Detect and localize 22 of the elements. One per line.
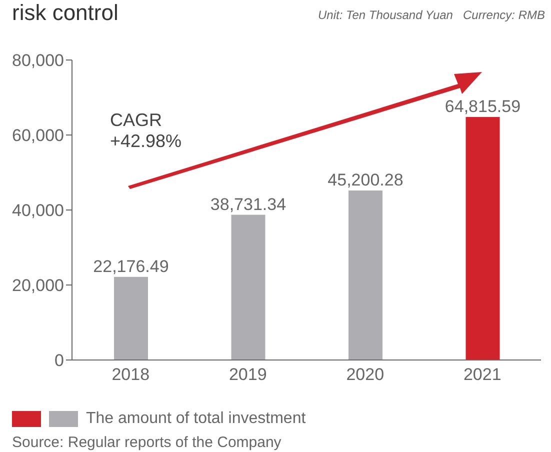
text: 45,200.28 [328, 170, 404, 190]
x-tick-label: 2020 [346, 365, 384, 384]
source-note: Source: Regular reports of the Company [12, 434, 282, 451]
y-tick-label: 0 [54, 351, 64, 370]
y-tick-label: 40,000 [12, 201, 64, 220]
text: 64,815.59 [444, 96, 521, 116]
x-tick-label: 2019 [228, 365, 267, 384]
y-tick-label: 80,000 [12, 51, 64, 70]
x-tick-label: 2021 [463, 365, 502, 384]
bar [466, 116, 500, 360]
annotation: CAGR +42.98% [110, 110, 182, 152]
y-tick-label: 20,000 [12, 276, 64, 296]
text: 22,176.49 [93, 256, 169, 276]
text: 38,731.34 [210, 194, 286, 214]
legend-label: The amount of total investment [86, 410, 306, 428]
bar [348, 190, 382, 360]
bar [114, 276, 148, 360]
x-tick-label: 2018 [112, 365, 150, 384]
bar [231, 214, 266, 360]
chart-subtitle: Unit: Ten Thousand Yuan Currency: RMB [318, 8, 545, 22]
chart-title: risk control [12, 0, 118, 26]
y-tick-label: 60,000 [12, 126, 64, 146]
